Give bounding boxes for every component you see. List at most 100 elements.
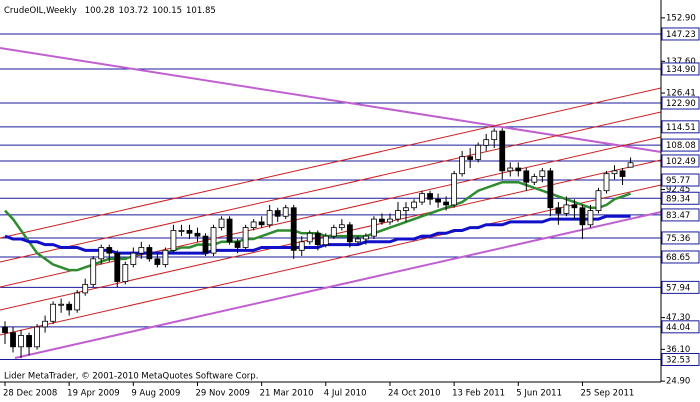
level-label-box bbox=[661, 191, 700, 205]
candle-body bbox=[314, 232, 321, 246]
x-tick-label: 4 Jul 2010 bbox=[324, 389, 367, 399]
level-label-box bbox=[661, 96, 700, 110]
level-label: 114.51 bbox=[666, 123, 696, 133]
level-label-box bbox=[661, 173, 700, 187]
candle-body bbox=[483, 139, 490, 146]
trend-lines bbox=[0, 47, 662, 359]
x-tick-label: 13 Feb 2011 bbox=[452, 389, 505, 399]
level-label: 75.36 bbox=[666, 234, 690, 244]
candle-body bbox=[290, 207, 297, 251]
candle-body bbox=[371, 218, 377, 237]
candle-body bbox=[274, 210, 281, 217]
candle-body bbox=[18, 335, 24, 348]
candle-body bbox=[467, 156, 474, 160]
candle-body bbox=[194, 232, 201, 237]
plot bbox=[2, 128, 634, 359]
candle-body bbox=[74, 292, 81, 311]
level-label-box bbox=[661, 120, 700, 134]
candle-body bbox=[611, 170, 618, 175]
last-open: 100.28 bbox=[85, 6, 115, 16]
last-low: 100.15 bbox=[152, 6, 182, 16]
candle-body bbox=[210, 227, 217, 254]
candle-body bbox=[162, 249, 169, 265]
candle-body bbox=[242, 227, 249, 248]
candle-body bbox=[499, 130, 506, 172]
level-label: 122.90 bbox=[666, 99, 696, 109]
candle-body bbox=[90, 258, 97, 285]
x-tick-label: 21 Mar 2010 bbox=[260, 389, 314, 399]
candle-body bbox=[595, 190, 602, 211]
level-label: 32.53 bbox=[666, 355, 690, 365]
candle-body bbox=[330, 227, 337, 237]
level-label: 147.23 bbox=[666, 30, 696, 40]
channel-line bbox=[0, 111, 662, 263]
footer: Lider MetaTrader, © 2001-2010 MetaQuotes… bbox=[4, 372, 258, 382]
y-tick-label: 137.60 bbox=[666, 57, 696, 67]
level-label-box bbox=[661, 320, 700, 334]
candle-body bbox=[403, 207, 409, 211]
level-label-box bbox=[661, 27, 700, 41]
candle-body bbox=[491, 130, 498, 141]
candle-body bbox=[186, 230, 193, 234]
candle-body bbox=[34, 326, 40, 348]
candle-body bbox=[547, 170, 554, 209]
candle-body bbox=[82, 283, 89, 294]
x-tick-label: 29 Nov 2009 bbox=[195, 389, 249, 399]
candle-body bbox=[50, 303, 57, 322]
candle-body bbox=[58, 303, 65, 306]
last-close: 101.85 bbox=[186, 6, 216, 16]
candle-body bbox=[627, 162, 634, 168]
candle-body bbox=[603, 173, 610, 192]
candle-body bbox=[571, 204, 578, 209]
candle-body bbox=[42, 320, 48, 328]
level-label-box bbox=[661, 208, 700, 222]
candle-body bbox=[531, 176, 538, 183]
channel-line bbox=[0, 136, 662, 288]
candle-body bbox=[587, 210, 594, 226]
candle-body bbox=[354, 238, 361, 243]
level-label: 89.34 bbox=[666, 194, 690, 204]
candle-body bbox=[322, 235, 329, 246]
candle-body bbox=[475, 144, 482, 160]
level-label-box bbox=[661, 154, 700, 168]
candle-body bbox=[258, 221, 265, 226]
level-label-box bbox=[661, 138, 700, 152]
level-lines bbox=[0, 33, 661, 360]
x-tick-label: 5 Jun 2011 bbox=[516, 389, 562, 399]
candle-body bbox=[443, 201, 450, 206]
last-high: 103.72 bbox=[119, 6, 149, 16]
level-label: 102.49 bbox=[666, 157, 696, 167]
candle-body bbox=[146, 247, 153, 260]
level-label: 83.47 bbox=[666, 211, 690, 221]
candle-body bbox=[98, 247, 105, 260]
candle-body bbox=[170, 230, 177, 251]
y-tick-label: 24.90 bbox=[666, 377, 690, 387]
level-label: 134.90 bbox=[666, 65, 696, 75]
level-label: 44.04 bbox=[666, 323, 690, 333]
candle-body bbox=[122, 264, 129, 282]
candle-body bbox=[419, 193, 425, 203]
x-tick-label: 25 Sep 2011 bbox=[580, 389, 634, 399]
level-label-box bbox=[661, 250, 700, 264]
y-tick-label: 152.90 bbox=[666, 13, 696, 23]
candle-body bbox=[234, 241, 241, 248]
candle-body bbox=[563, 204, 570, 214]
candle-body bbox=[130, 252, 137, 265]
y-tick-label: 92.45 bbox=[666, 185, 690, 195]
time-axis-area bbox=[0, 382, 700, 402]
candle-body bbox=[507, 167, 514, 172]
level-label-box bbox=[661, 352, 700, 366]
candle-body bbox=[435, 198, 441, 203]
axes: 152.90 137.60 126.41 92.45 47.30 36.10 24.90 14… bbox=[3, 13, 700, 399]
candle-body bbox=[579, 207, 586, 226]
x-tick-label: 28 Dec 2008 bbox=[3, 389, 57, 399]
candle-body bbox=[202, 235, 209, 254]
candle-body bbox=[523, 170, 530, 183]
candle-body bbox=[218, 218, 225, 229]
candle-body bbox=[106, 247, 113, 254]
trend-line bbox=[0, 47, 662, 153]
candle-body bbox=[226, 218, 233, 243]
candle-body bbox=[10, 332, 16, 348]
candle-body bbox=[154, 258, 161, 265]
